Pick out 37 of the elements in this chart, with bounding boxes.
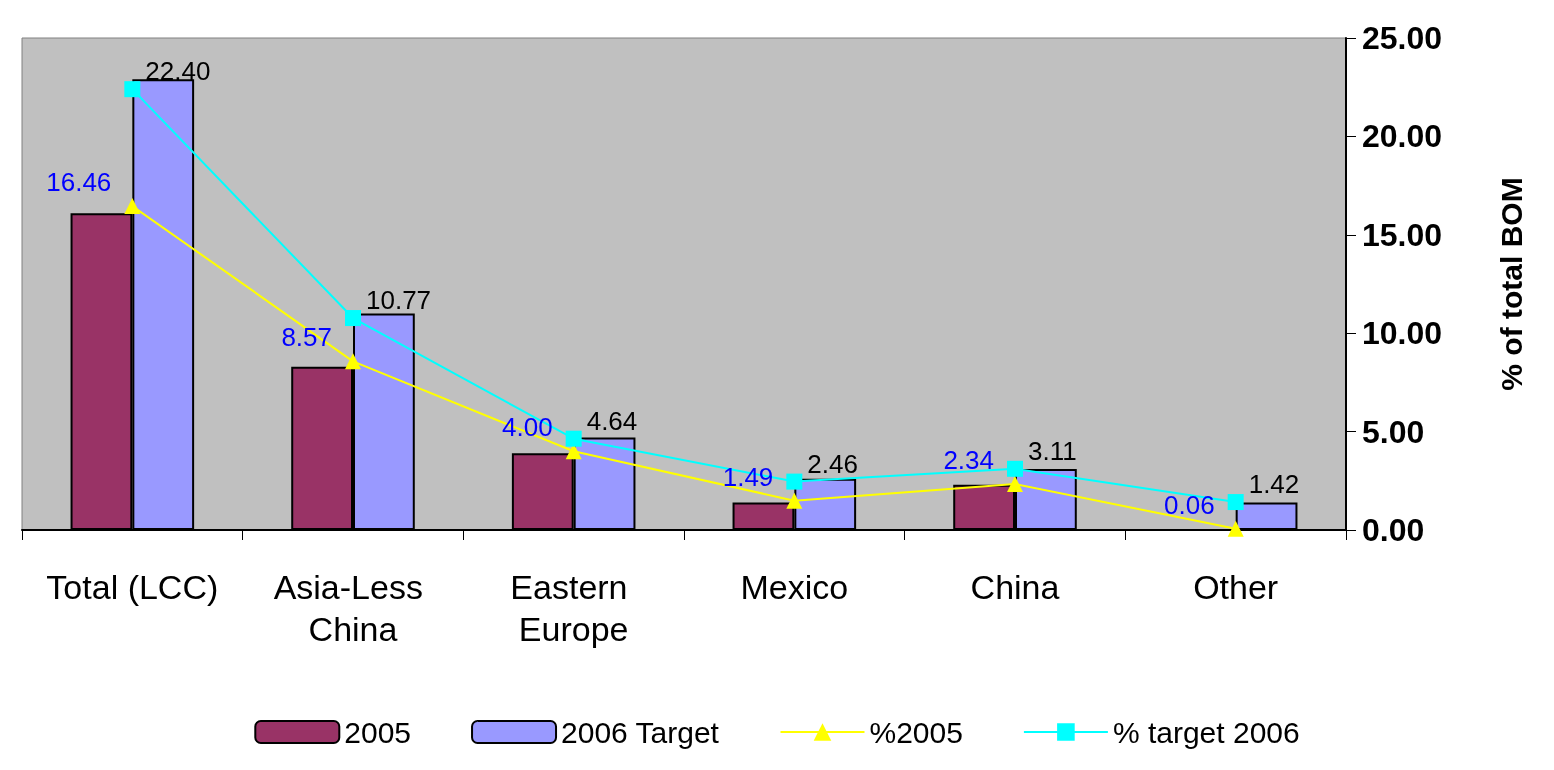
point	[1227, 494, 1244, 511]
x-tick-label: Other	[1193, 568, 1279, 606]
point	[1007, 460, 1023, 477]
data-label: 3.11	[1028, 435, 1077, 466]
point	[124, 81, 141, 98]
point	[124, 198, 141, 215]
y-tick-label: 0.00	[1362, 512, 1425, 548]
data-label: 2.46	[807, 448, 858, 479]
x-tick-label: Total (LCC)	[46, 568, 219, 606]
point	[786, 492, 803, 509]
y-tick-label: 20.00	[1362, 118, 1443, 155]
data-label: 2.34	[943, 444, 994, 475]
data-label: 0.06	[1164, 489, 1215, 520]
y-tick-label: 10.00	[1362, 315, 1443, 352]
y-tick-label: 25.00	[1362, 20, 1443, 56]
data-label: 10.77	[366, 285, 432, 316]
y-axis-title: % of total BOM	[1494, 177, 1528, 391]
data-label: 1.42	[1248, 469, 1300, 500]
legend-label: 2005	[344, 715, 412, 749]
point	[1227, 520, 1244, 537]
data-label: 16.46	[46, 167, 112, 198]
legend-label: % target 2006	[1112, 715, 1300, 749]
y-tick-label: 5.00	[1362, 413, 1425, 450]
point	[1007, 475, 1023, 492]
point	[786, 473, 803, 490]
point	[565, 430, 582, 447]
x-tick-label: Eastern Europe	[510, 568, 637, 648]
data-label: 4.64	[586, 405, 638, 436]
x-tick-label: China	[970, 568, 1060, 606]
y-tick-label: 15.00	[1362, 216, 1443, 253]
legend-label: 2006 Target	[561, 715, 720, 749]
data-label: 22.40	[145, 56, 211, 87]
point	[345, 310, 361, 327]
legend-label: %2005	[869, 715, 963, 749]
x-tick-label: Asia-Less China	[273, 568, 433, 648]
x-tick-label: Mexico	[740, 568, 849, 606]
point	[345, 353, 361, 370]
